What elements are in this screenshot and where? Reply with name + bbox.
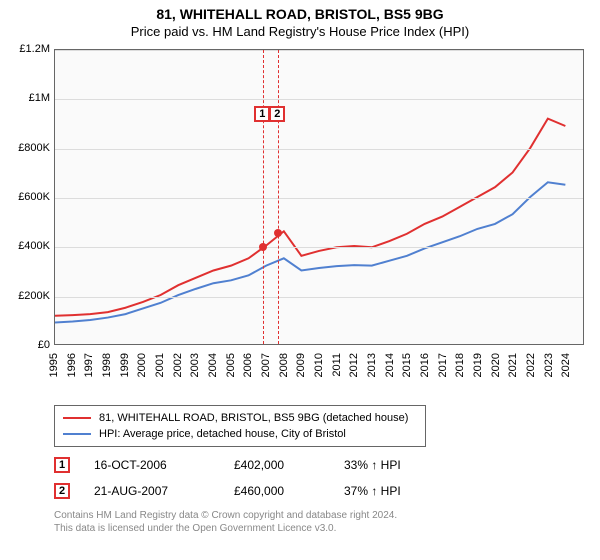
sale-marker-line <box>263 50 264 344</box>
legend-swatch <box>63 433 91 435</box>
y-tick-label: £0 <box>38 339 50 351</box>
legend-row: 81, WHITEHALL ROAD, BRISTOL, BS5 9BG (de… <box>63 410 417 426</box>
gridline <box>55 149 583 150</box>
legend-label: HPI: Average price, detached house, City… <box>99 426 346 442</box>
sale-number-box: 2 <box>54 483 70 499</box>
x-tick-label: 1995 <box>48 353 60 377</box>
x-tick-label: 2019 <box>472 353 484 377</box>
x-axis-labels: 1995199619971998199920002001200220032004… <box>54 347 584 403</box>
x-tick-label: 2009 <box>295 353 307 377</box>
sales-table: 1 16-OCT-2006£402,00033% ↑ HPI 2 21-AUG-200… <box>54 457 592 499</box>
sale-pct-vs-hpi: 37% ↑ HPI <box>344 484 401 498</box>
x-tick-label: 1996 <box>66 353 78 377</box>
sale-marker-box: 1 <box>254 106 270 122</box>
x-tick-label: 2011 <box>331 353 343 377</box>
x-tick-label: 2012 <box>348 353 360 377</box>
x-tick-label: 2016 <box>419 353 431 377</box>
gridline <box>55 297 583 298</box>
sale-price: £402,000 <box>234 458 344 472</box>
x-tick-label: 2013 <box>366 353 378 377</box>
legend: 81, WHITEHALL ROAD, BRISTOL, BS5 9BG (de… <box>54 405 426 447</box>
x-tick-label: 2002 <box>172 353 184 377</box>
sale-pct-vs-hpi: 33% ↑ HPI <box>344 458 401 472</box>
x-tick-label: 2010 <box>313 353 325 377</box>
x-tick-label: 2018 <box>454 353 466 377</box>
x-tick-label: 2004 <box>207 353 219 377</box>
chart-lines <box>55 50 583 344</box>
x-tick-label: 2017 <box>437 353 449 377</box>
sale-price: £460,000 <box>234 484 344 498</box>
sale-number-box: 1 <box>54 457 70 473</box>
x-tick-label: 2015 <box>401 353 413 377</box>
page-subtitle: Price paid vs. HM Land Registry's House … <box>8 24 592 39</box>
y-tick-label: £1.2M <box>19 43 50 55</box>
y-tick-label: £1M <box>29 92 50 104</box>
x-tick-label: 2005 <box>225 353 237 377</box>
x-tick-label: 2001 <box>154 353 166 377</box>
sale-dot <box>259 243 267 251</box>
x-tick-label: 1998 <box>101 353 113 377</box>
page-title: 81, WHITEHALL ROAD, BRISTOL, BS5 9BG <box>8 6 592 22</box>
x-tick-label: 1999 <box>119 353 131 377</box>
sale-marker-line <box>278 50 279 344</box>
gridline <box>55 99 583 100</box>
sales-row: 1 16-OCT-2006£402,00033% ↑ HPI <box>54 457 592 473</box>
y-axis-labels: £0£200K£400K£600K£800K£1M£1.2M <box>8 49 52 345</box>
x-tick-label: 2008 <box>278 353 290 377</box>
x-tick-label: 2023 <box>543 353 555 377</box>
gridline <box>55 247 583 248</box>
x-tick-label: 2007 <box>260 353 272 377</box>
gridline <box>55 198 583 199</box>
footer-line: This data is licensed under the Open Gov… <box>54 522 592 535</box>
sale-date: 21-AUG-2007 <box>94 484 234 498</box>
x-tick-label: 2020 <box>490 353 502 377</box>
y-tick-label: £800K <box>18 142 50 154</box>
gridline <box>55 50 583 51</box>
sale-marker-box: 2 <box>269 106 285 122</box>
x-tick-label: 2024 <box>560 353 572 377</box>
legend-swatch <box>63 417 91 419</box>
x-tick-label: 1997 <box>83 353 95 377</box>
x-tick-label: 2021 <box>507 353 519 377</box>
x-tick-label: 2000 <box>136 353 148 377</box>
y-tick-label: £200K <box>18 290 50 302</box>
sales-row: 2 21-AUG-2007£460,00037% ↑ HPI <box>54 483 592 499</box>
chart: £0 £200K £400K £600K £800K £1M £1.2M 12 1995 19… <box>8 43 592 403</box>
sale-dot <box>274 229 282 237</box>
footer-attribution: Contains HM Land Registry data © Crown c… <box>54 509 592 535</box>
x-tick-label: 2014 <box>384 353 396 377</box>
x-tick-label: 2022 <box>525 353 537 377</box>
x-tick-label: 2006 <box>242 353 254 377</box>
x-tick-label: 2003 <box>189 353 201 377</box>
footer-line: Contains HM Land Registry data © Crown c… <box>54 509 592 522</box>
y-tick-label: £400K <box>18 240 50 252</box>
legend-label: 81, WHITEHALL ROAD, BRISTOL, BS5 9BG (de… <box>99 410 408 426</box>
plot-area: 12 <box>54 49 584 345</box>
sale-date: 16-OCT-2006 <box>94 458 234 472</box>
y-tick-label: £600K <box>18 191 50 203</box>
legend-row: HPI: Average price, detached house, City… <box>63 426 417 442</box>
